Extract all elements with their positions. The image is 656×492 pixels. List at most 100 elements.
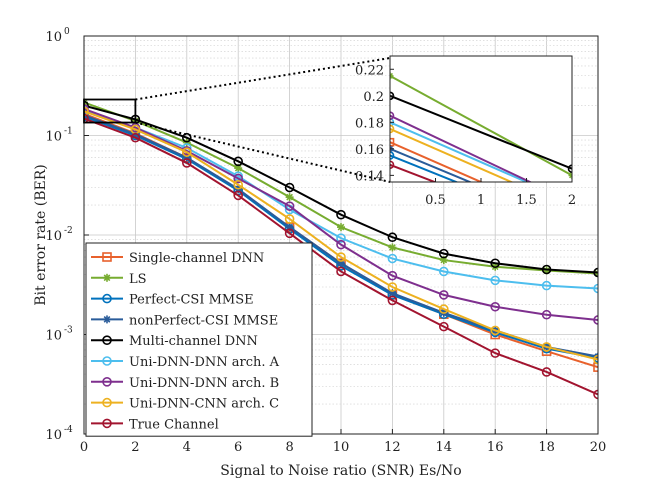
inset-series-ls [390, 72, 572, 179]
main-plot-lines [84, 98, 598, 400]
data-point [336, 239, 346, 250]
inset-series-line [390, 163, 438, 182]
data-point [387, 253, 398, 264]
data-point [593, 354, 598, 365]
legend-entry: Uni-DNN-DNN arch. B [91, 376, 279, 391]
inset-series-true-channel [390, 160, 438, 182]
x-tick-label: 12 [384, 440, 401, 455]
data-point [387, 295, 398, 306]
data-point [438, 266, 449, 277]
inset-y-tick-label: 0.14 [355, 169, 384, 184]
data-point [438, 248, 449, 259]
series-line [84, 107, 598, 321]
data-point [182, 132, 192, 143]
zoom-indicator [83, 57, 391, 183]
data-point [233, 179, 243, 190]
inset-data-point [390, 124, 395, 134]
data-point [490, 301, 501, 312]
data-point [490, 275, 501, 286]
y-tick-label: 10 [45, 130, 62, 145]
data-point [490, 348, 501, 358]
inset-series-uni-dnn-cnn-arch-c [390, 124, 514, 182]
inset-series-line [390, 128, 514, 182]
inset-series-line [390, 154, 459, 182]
data-point [438, 290, 449, 300]
data-point [336, 252, 346, 262]
data-point [84, 106, 89, 117]
inset-series-line [390, 75, 572, 177]
data-point [438, 304, 449, 314]
data-point [541, 342, 552, 352]
inset-data-point [390, 160, 395, 170]
legend-label: Uni-DNN-DNN arch. B [129, 376, 279, 391]
y-tick-label: 10 [45, 329, 62, 344]
legend-label: Uni-DNN-DNN arch. A [129, 355, 280, 370]
inset-plot-lines [390, 72, 576, 232]
inset-y-tick-label: 0.22 [355, 63, 384, 78]
legend-label: Multi-channel DNN [129, 334, 258, 349]
data-point [438, 321, 449, 332]
inset-x-tick-label: 2 [568, 193, 576, 208]
series-line [84, 104, 598, 274]
legend-marker [102, 356, 112, 366]
legend-entry: Uni-DNN-CNN arch. C [91, 397, 279, 412]
legend-label: True Channel [129, 417, 219, 432]
inset-series-line [390, 141, 484, 182]
legend-label: LS [129, 272, 147, 287]
legend-label: nonPerfect-CSI MMSE [129, 313, 278, 328]
x-tick-label: 16 [487, 440, 504, 455]
x-tick-label: 0 [80, 440, 88, 455]
y-tick-exponent: -1 [64, 127, 73, 137]
inset-data-point [567, 164, 572, 174]
legend-marker [102, 293, 112, 304]
x-tick-label: 20 [590, 440, 607, 455]
inset-data-point [569, 225, 576, 232]
data-point [593, 362, 598, 372]
inset-x-tick-label: 0.5 [425, 193, 446, 208]
legend-entry: Uni-DNN-DNN arch. A [91, 355, 280, 370]
data-point [233, 190, 243, 201]
legend: Single-channel DNN LS Perfect-CSI MMSE nonP… [85, 242, 313, 437]
series-uni-dnn-cnn-arch-c [84, 106, 598, 365]
zoom-connector-bottom [135, 121, 391, 183]
legend-marker [102, 335, 112, 346]
data-point [284, 182, 295, 193]
x-tick-label: 2 [131, 440, 139, 455]
data-point [593, 267, 598, 278]
data-point [541, 280, 552, 291]
y-tick-exponent: -2 [64, 226, 73, 236]
inset-series-line [390, 94, 572, 170]
data-point [285, 193, 294, 202]
inset-series-line [390, 121, 529, 182]
inset-chart: 0.5 1 1.5 2 0.14 0.16 0.18 0.2 0.22 [355, 55, 576, 232]
inset-y-tick-label: 0.2 [363, 90, 384, 105]
data-point [182, 158, 192, 168]
y-axis-label: Bit error rate (BER) [33, 164, 49, 305]
legend-label: Uni-DNN-CNN arch. C [129, 397, 279, 412]
series-true-channel [84, 113, 598, 400]
data-point [84, 100, 89, 111]
inset-data-point [390, 137, 395, 147]
data-point [130, 132, 141, 143]
legend-marker [102, 376, 112, 387]
data-point [337, 223, 345, 232]
series-line [84, 109, 598, 290]
legend-marker [102, 418, 112, 429]
data-point [387, 270, 398, 281]
data-point [84, 113, 89, 124]
x-tick-label: 8 [285, 440, 293, 455]
y-tick-exponent: -4 [64, 425, 73, 435]
x-tick-label: 4 [183, 440, 191, 455]
data-point [593, 389, 598, 400]
data-point [388, 243, 397, 252]
x-tick-label: 6 [234, 440, 242, 455]
inset-y-tick-label: 0.16 [355, 143, 384, 158]
legend-entry: Perfect-CSI MMSE [91, 293, 254, 308]
data-point [336, 209, 346, 220]
data-point [336, 266, 346, 277]
x-axis-label: Signal to Noise ratio (SNR) Es/No [220, 463, 461, 479]
data-point [541, 264, 552, 275]
inset-data-point [390, 111, 395, 120]
legend-label: Perfect-CSI MMSE [129, 293, 254, 308]
